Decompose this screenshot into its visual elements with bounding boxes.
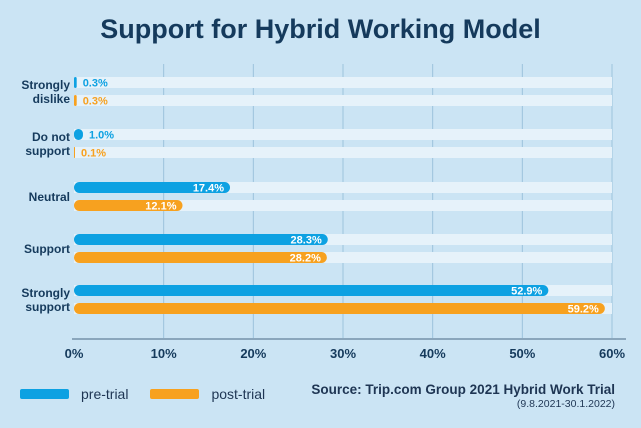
category-label-line: support [25,144,70,158]
chart-title: Support for Hybrid Working Model [100,14,541,44]
bar-track [74,95,612,106]
data-label: 0.3% [83,96,108,108]
bar-post-trial [74,147,75,158]
legend-item-pre-trial: pre-trial [20,386,128,402]
bar-post-trial [74,303,605,314]
bar-pre-trial [74,285,549,296]
bar-track [74,234,612,245]
category-label: Strongly dislike [21,78,70,106]
legend-swatch-post-trial [150,389,200,399]
category-label: Neutral [29,190,70,204]
bar-post-trial [74,200,183,211]
x-tick-label: 40% [420,346,446,361]
bar-track [74,77,612,88]
data-label: 28.2% [290,253,321,265]
bar-pre-trial [74,234,328,245]
bar-post-trial [74,252,327,263]
bar-post-trial [74,95,77,106]
source-note: Source: Trip.com Group 2021 Hybrid Work … [311,382,615,410]
legend-label-post-trial: post-trial [211,386,266,402]
category-label-line: Support [24,242,70,256]
data-label: 0.3% [83,78,108,90]
data-label: 12.1% [145,201,176,213]
category-label-line: Strongly [21,78,70,92]
data-label: 0.1% [81,148,106,160]
bar-pre-trial [74,77,77,88]
category-label-line: Neutral [29,190,70,204]
category-label: Do not support [25,130,70,158]
bar-pre-trial [74,182,231,193]
bar-track [74,129,612,140]
data-label: 52.9% [511,286,542,298]
category-label: Support [24,242,70,256]
x-tick-label: 0% [65,346,84,361]
x-tick-label: 60% [599,346,625,361]
bar-track [74,182,612,193]
category-label-line: support [25,300,70,314]
data-label: 17.4% [193,183,224,195]
x-tick-label: 50% [509,346,535,361]
x-tick-label: 30% [330,346,356,361]
category-label-line: Do not [32,130,70,144]
x-tick-label: 10% [151,346,177,361]
legend-item-post-trial: post-trial [150,386,265,402]
bar-track [74,252,612,263]
legend: pre-trial post-trial [20,385,287,403]
bar-pre-trial [74,129,83,140]
bar-track [74,200,612,211]
data-label: 1.0% [89,130,114,142]
data-label: 28.3% [291,235,322,247]
legend-swatch-pre-trial [20,389,69,399]
category-label-line: Strongly [21,286,70,300]
data-label: 59.2% [568,304,599,316]
category-label: Strongly support [21,286,70,314]
source-dates: (9.8.2021-30.1.2022) [516,398,615,410]
legend-label-pre-trial: pre-trial [81,386,129,402]
source-text: Source: Trip.com Group 2021 Hybrid Work … [311,382,615,397]
category-label-line: dislike [33,92,71,106]
bar-track [74,147,612,158]
x-tick-label: 20% [240,346,266,361]
